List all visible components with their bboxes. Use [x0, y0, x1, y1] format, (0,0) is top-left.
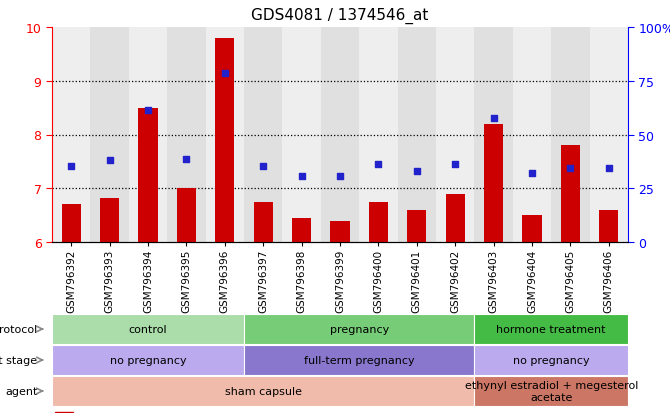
Bar: [282, 28, 321, 242]
Bar: [599, 210, 618, 242]
Point: [66, 163, 76, 170]
Bar: [254, 202, 273, 242]
Bar: [168, 28, 206, 242]
Bar: [177, 189, 196, 242]
Text: development stage: development stage: [0, 355, 38, 365]
Point: [334, 174, 345, 180]
Bar: [484, 124, 503, 242]
Bar: [90, 28, 129, 242]
Point: [411, 169, 422, 175]
Title: GDS4081 / 1374546_at: GDS4081 / 1374546_at: [251, 8, 429, 24]
Text: no pregnancy: no pregnancy: [110, 355, 186, 365]
Text: ethynyl estradiol + megesterol
acetate: ethynyl estradiol + megesterol acetate: [464, 380, 638, 402]
Text: sham capsule: sham capsule: [224, 386, 302, 396]
Bar: [359, 28, 397, 242]
Bar: [369, 202, 388, 242]
Bar: [100, 198, 119, 242]
Bar: [206, 28, 244, 242]
Bar: [321, 28, 359, 242]
Text: full-term pregnancy: full-term pregnancy: [304, 355, 415, 365]
Point: [488, 116, 499, 122]
Bar: [215, 39, 234, 242]
Text: agent: agent: [5, 386, 38, 396]
Point: [105, 158, 115, 164]
Bar: [523, 216, 541, 242]
Point: [565, 165, 576, 172]
Bar: [62, 205, 81, 242]
Bar: [513, 28, 551, 242]
Bar: [474, 28, 513, 242]
Point: [527, 171, 537, 177]
Bar: [129, 28, 168, 242]
Text: hormone treatment: hormone treatment: [496, 324, 606, 334]
Bar: [139, 108, 157, 242]
Point: [296, 174, 307, 180]
Bar: [407, 210, 426, 242]
Bar: [561, 146, 580, 242]
Bar: [244, 28, 282, 242]
Bar: [446, 194, 465, 242]
Bar: [436, 28, 474, 242]
Text: no pregnancy: no pregnancy: [513, 355, 590, 365]
Text: pregnancy: pregnancy: [330, 324, 389, 334]
Bar: [52, 28, 90, 242]
Point: [143, 108, 153, 114]
Bar: [292, 218, 311, 242]
Bar: [397, 28, 436, 242]
Text: control: control: [129, 324, 168, 334]
Point: [450, 161, 460, 168]
Bar: [551, 28, 590, 242]
Point: [258, 163, 269, 170]
Point: [181, 156, 192, 163]
Bar: [590, 28, 628, 242]
Point: [220, 70, 230, 77]
Bar: [330, 221, 350, 242]
Text: protocol: protocol: [0, 324, 38, 334]
Point: [604, 165, 614, 172]
Point: [373, 161, 384, 168]
